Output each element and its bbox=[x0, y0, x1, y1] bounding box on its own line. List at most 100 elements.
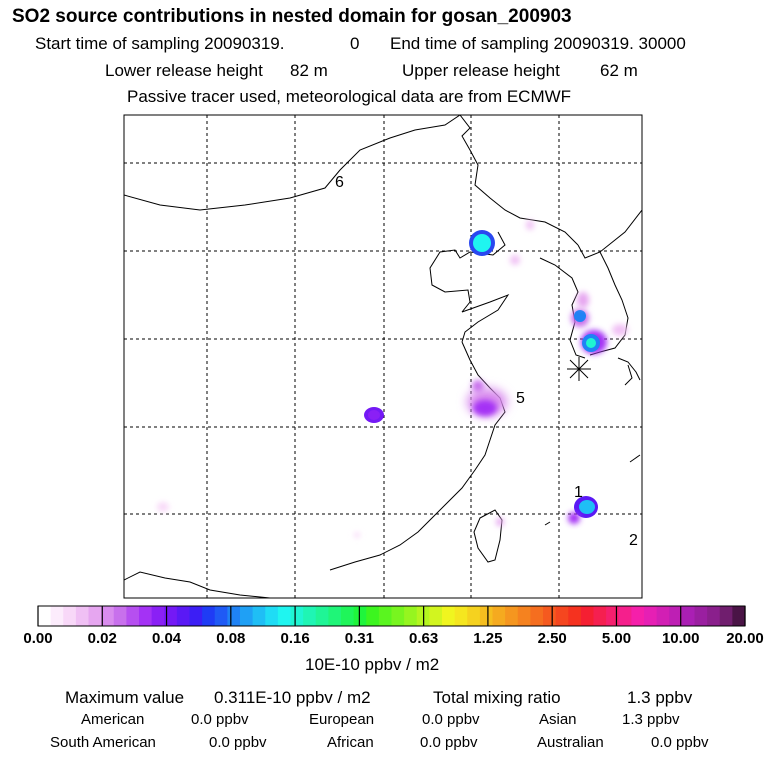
colorbar-tick-label: 0.16 bbox=[280, 630, 310, 647]
bohai-coast bbox=[429, 231, 506, 313]
max-value: 0.311E-10 ppbv / m2 bbox=[214, 688, 371, 707]
region-american-value: 0.0 ppbv bbox=[191, 711, 249, 728]
colorbar-cell bbox=[694, 606, 708, 626]
colorbar-cell bbox=[644, 606, 658, 626]
colorbar-cell bbox=[164, 606, 178, 626]
colorbar-cell bbox=[442, 606, 456, 626]
indochina-coast bbox=[124, 571, 271, 598]
colorbar-cell bbox=[353, 606, 367, 626]
colorbar-tick-label: 0.04 bbox=[151, 630, 182, 647]
colorbar-cell bbox=[113, 606, 127, 626]
colorbar-cell bbox=[341, 606, 355, 626]
colorbar-cell bbox=[669, 606, 683, 626]
colorbar-cell bbox=[618, 606, 632, 626]
colorbar-cell bbox=[38, 606, 52, 626]
colorbar-cell bbox=[315, 606, 329, 626]
max-value-label: Maximum value bbox=[65, 688, 185, 707]
colorbar-tick-label: 0.00 bbox=[23, 630, 53, 647]
colorbar-cell bbox=[50, 606, 64, 626]
start-time-hour: 0 bbox=[350, 34, 360, 53]
colorbar-cell bbox=[429, 606, 443, 626]
colorbar-cell bbox=[227, 606, 241, 626]
korea-hotspots bbox=[571, 292, 628, 354]
colorbar-cell bbox=[505, 606, 519, 626]
east-china-coast bbox=[329, 341, 506, 571]
colorbar-cell bbox=[63, 606, 77, 626]
map-frame bbox=[123, 114, 643, 599]
korea-peninsula-east bbox=[589, 251, 629, 356]
colorbar-cell bbox=[454, 606, 468, 626]
coastlines bbox=[124, 115, 642, 598]
korea-peninsula-west bbox=[539, 257, 586, 359]
region-african-name: African bbox=[327, 734, 374, 751]
colorbar-cell bbox=[265, 606, 279, 626]
colorbar-tick-label: 2.50 bbox=[537, 630, 567, 647]
colorbar-cell bbox=[240, 606, 254, 626]
northeast-border bbox=[459, 115, 579, 246]
japan-coast bbox=[544, 364, 641, 526]
region-american-name: American bbox=[81, 711, 145, 728]
ryukyu-hotspot bbox=[568, 496, 598, 524]
upper-release-value: 62 m bbox=[600, 61, 638, 80]
colorbar-cell bbox=[606, 606, 620, 626]
region-south-american-value: 0.0 ppbv bbox=[209, 734, 267, 751]
concentration-field bbox=[157, 220, 628, 538]
colorbar-cell bbox=[366, 606, 380, 626]
colorbar-tick-label: 0.31 bbox=[344, 630, 374, 647]
colorbar bbox=[37, 605, 746, 627]
colorbar-unit: 10E-10 ppbv / m2 bbox=[305, 655, 440, 674]
colorbar-tick-label: 20.00 bbox=[726, 630, 764, 647]
colorbar-cell bbox=[467, 606, 481, 626]
region-european-value: 0.0 ppbv bbox=[422, 711, 480, 728]
colorbar-cell bbox=[391, 606, 405, 626]
colorbar-cell bbox=[328, 606, 342, 626]
colorbar-cell bbox=[189, 606, 203, 626]
colorbar-cell bbox=[303, 606, 317, 626]
colorbar-ticks bbox=[37, 606, 746, 626]
colorbar-cell bbox=[543, 606, 557, 626]
colorbar-cell bbox=[126, 606, 140, 626]
map-layers bbox=[124, 115, 642, 598]
colorbar-cell bbox=[88, 606, 102, 626]
region-asian-name: Asian bbox=[539, 711, 577, 728]
total-mixing-label: Total mixing ratio bbox=[433, 688, 561, 707]
colorbar-cell bbox=[732, 606, 746, 626]
shandong-coast bbox=[461, 293, 510, 343]
lower-release-label: Lower release height bbox=[105, 61, 263, 80]
region-label-1: 1 bbox=[574, 484, 583, 501]
start-time-label: Start time of sampling 20090319. bbox=[35, 34, 285, 53]
shanghai-hotspot bbox=[467, 380, 507, 416]
colorbar-cell bbox=[202, 606, 216, 626]
colorbar-tick-label: 0.02 bbox=[87, 630, 117, 647]
region-european-name: European bbox=[309, 711, 375, 728]
colorbar-cell bbox=[479, 606, 494, 626]
map-grid bbox=[124, 115, 642, 598]
region-label-2: 2 bbox=[629, 532, 638, 549]
colorbar-cell bbox=[568, 606, 582, 626]
upper-release-label: Upper release height bbox=[402, 61, 560, 80]
chart-title: SO2 source contributions in nested domai… bbox=[12, 6, 572, 27]
region-asian-value: 1.3 ppbv bbox=[622, 711, 680, 728]
colorbar-cell bbox=[707, 606, 721, 626]
colorbar-cell bbox=[176, 606, 191, 626]
region-australian-name: Australian bbox=[537, 734, 604, 751]
total-mixing-value: 1.3 ppbv bbox=[627, 688, 693, 707]
beijing-hotspot bbox=[469, 230, 495, 256]
colorbar-cell bbox=[719, 606, 733, 626]
colorbar-cell bbox=[530, 606, 544, 626]
colorbar-cell bbox=[517, 606, 531, 626]
colorbar-cell bbox=[555, 606, 569, 626]
region-african-value: 0.0 ppbv bbox=[420, 734, 478, 751]
colorbar-cell bbox=[290, 606, 304, 626]
colorbar-tick-label: 0.63 bbox=[409, 630, 439, 647]
colorbar-cell bbox=[404, 606, 418, 626]
colorbar-tick-label: 1.25 bbox=[473, 630, 503, 647]
colorbar-tick-label: 5.00 bbox=[601, 630, 632, 647]
japan-kyushu bbox=[617, 357, 641, 381]
end-time-label: End time of sampling 20090319. 30000 bbox=[390, 34, 686, 53]
colorbar-cell bbox=[593, 606, 607, 626]
colorbar-cell bbox=[492, 606, 506, 626]
region-australian-value: 0.0 ppbv bbox=[651, 734, 709, 751]
colorbar-cell bbox=[214, 606, 228, 626]
